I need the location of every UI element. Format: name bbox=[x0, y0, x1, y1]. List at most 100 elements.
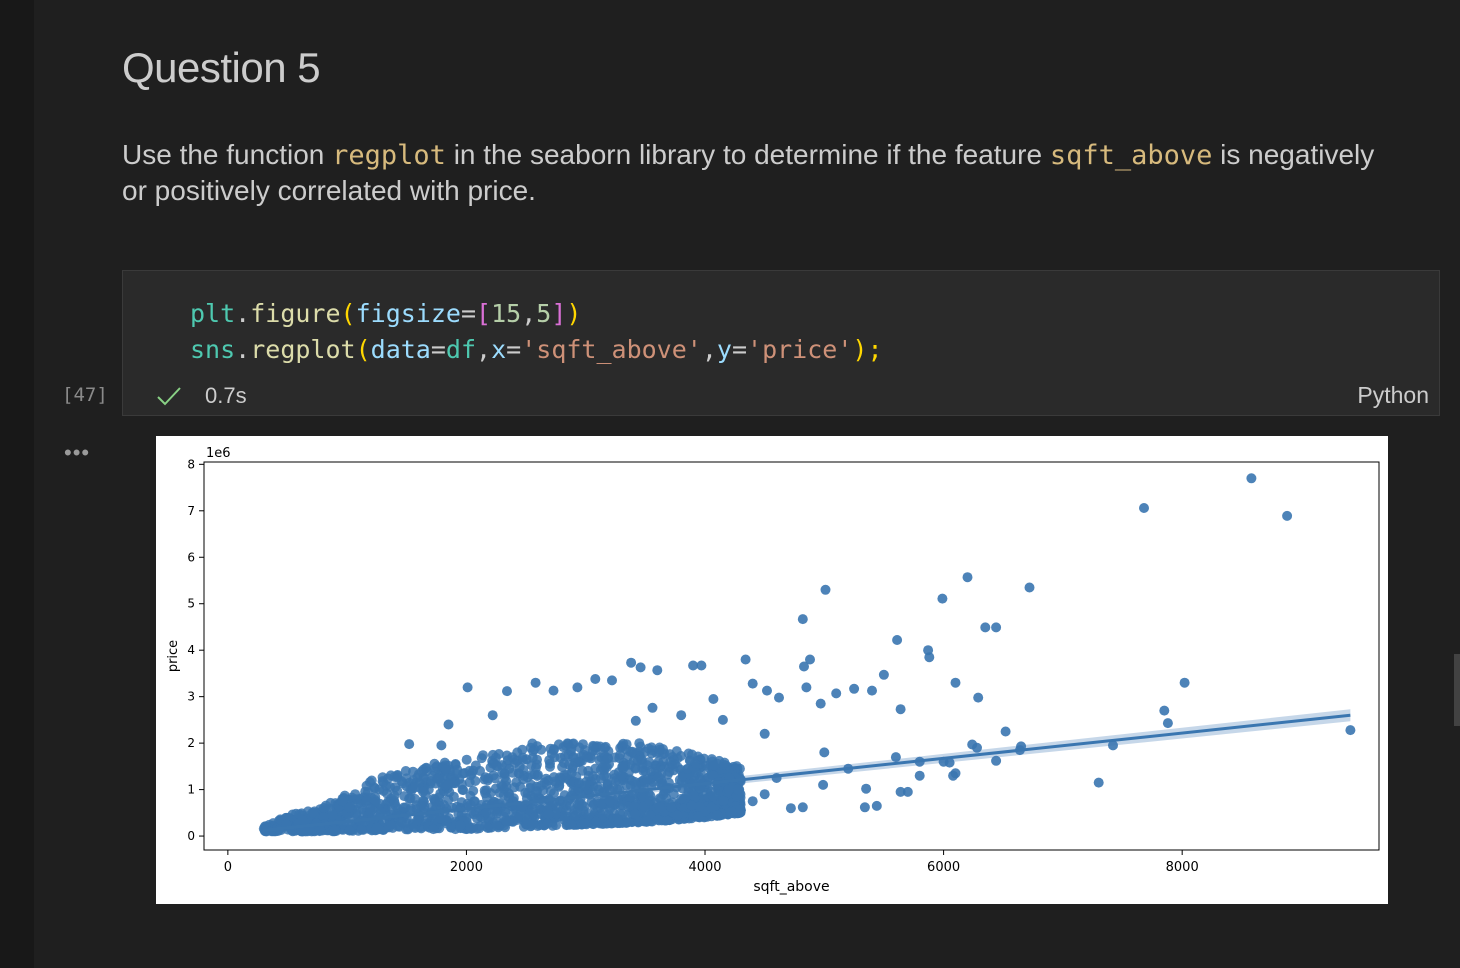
scatter-point bbox=[600, 741, 611, 752]
code-cell[interactable]: plt.figure(figsize=[15,5]) sns.regplot(da… bbox=[122, 270, 1440, 416]
regplot-chart: 0 2000 4000 6000 8000 0 1 2 3 4 5 6 7 8 1e6 sqft_abov… bbox=[166, 446, 1380, 895]
scatter-point bbox=[503, 792, 514, 802]
scatter-point bbox=[452, 764, 463, 775]
scatter-point bbox=[1159, 705, 1170, 716]
x-tick-label: 4000 bbox=[688, 860, 721, 875]
scatter-point bbox=[626, 657, 637, 668]
scatter-point bbox=[604, 796, 615, 806]
scatter-point bbox=[950, 677, 961, 688]
scatter-point bbox=[652, 814, 663, 825]
scatter-point bbox=[805, 654, 815, 665]
scatter-point bbox=[583, 770, 594, 781]
scatter-point bbox=[859, 802, 870, 813]
scatter-point bbox=[732, 784, 743, 795]
scatter-point bbox=[369, 795, 380, 805]
scatter-point bbox=[457, 784, 468, 795]
scatter-point bbox=[1345, 725, 1356, 736]
scatter-point bbox=[991, 622, 1002, 633]
scatter-point bbox=[735, 804, 746, 815]
scatter-point bbox=[444, 787, 455, 798]
scatter-point bbox=[549, 788, 559, 799]
scatter-point bbox=[818, 779, 829, 790]
regression-line bbox=[262, 713, 1351, 832]
scatter-point bbox=[590, 674, 601, 684]
scatter-point bbox=[688, 790, 699, 801]
scatter-point bbox=[867, 685, 877, 696]
scatter-points bbox=[404, 473, 1356, 814]
scatter-point bbox=[642, 774, 653, 785]
code-editor[interactable]: plt.figure(figsize=[15,5]) sns.regplot(da… bbox=[190, 296, 883, 368]
scatter-point bbox=[797, 802, 808, 813]
kernel-language-button[interactable]: Python bbox=[1357, 382, 1429, 408]
scatter-point bbox=[435, 813, 446, 824]
scatter-point bbox=[719, 757, 730, 768]
scatter-point bbox=[849, 683, 860, 694]
scatter-point bbox=[433, 773, 443, 784]
scatter-point bbox=[588, 740, 598, 751]
scatter-point bbox=[418, 786, 429, 797]
ellipsis-icon[interactable]: ••• bbox=[64, 440, 91, 465]
scatter-point bbox=[404, 739, 415, 750]
scatter-point bbox=[630, 715, 641, 726]
scatter-point bbox=[967, 739, 978, 750]
scatter-point bbox=[890, 752, 901, 763]
scatter-point bbox=[740, 654, 751, 665]
scatter-point bbox=[396, 817, 407, 828]
scatter-point bbox=[1139, 503, 1149, 513]
scatter-point bbox=[416, 766, 427, 777]
scatter-point bbox=[661, 815, 672, 826]
scatter-point bbox=[1024, 582, 1035, 593]
scatter-point bbox=[561, 805, 572, 816]
scatter-point bbox=[718, 795, 729, 806]
y-tick-label: 3 bbox=[187, 690, 195, 704]
y-tick-label: 1 bbox=[187, 783, 195, 797]
execution-status: 0.7s bbox=[155, 381, 247, 411]
scatter-point bbox=[481, 792, 492, 803]
scatter-point bbox=[630, 762, 641, 773]
scatter-point bbox=[672, 810, 683, 821]
scatter-point bbox=[514, 762, 525, 773]
scatter-point bbox=[695, 783, 706, 794]
scatter-point bbox=[502, 686, 512, 697]
scatter-point bbox=[1162, 718, 1173, 729]
scatter-point bbox=[365, 803, 376, 814]
scatter-point bbox=[647, 702, 658, 713]
scatter-point bbox=[382, 773, 393, 784]
scatter-point bbox=[799, 661, 809, 672]
scatter-point bbox=[613, 817, 624, 828]
scatter-point bbox=[577, 799, 587, 810]
scatter-point bbox=[861, 783, 872, 794]
scatter-point bbox=[527, 819, 538, 830]
scatter-point bbox=[361, 780, 372, 791]
markdown-paragraph: Use the function regplot in the seaborn … bbox=[122, 137, 1382, 208]
scatter-point bbox=[696, 660, 707, 671]
vertical-scrollbar-thumb[interactable] bbox=[1454, 654, 1460, 726]
scatter-point bbox=[476, 753, 487, 764]
scatter-point bbox=[667, 752, 678, 762]
y-tick-label: 4 bbox=[187, 643, 195, 657]
scatter-point bbox=[688, 660, 699, 671]
scatter-point bbox=[468, 785, 479, 796]
scatter-point bbox=[617, 761, 628, 772]
markdown-heading: Question 5 bbox=[122, 44, 321, 91]
scatter-point bbox=[561, 769, 572, 780]
paragraph-text: is negatively or positively correlated w… bbox=[122, 139, 1375, 206]
scatter-point bbox=[411, 815, 422, 826]
scatter-point bbox=[296, 826, 307, 837]
scatter-point bbox=[487, 710, 498, 721]
scatter-point bbox=[636, 754, 647, 765]
scatter-point bbox=[801, 682, 812, 693]
x-tick-label: 0 bbox=[224, 860, 232, 875]
scatter-point bbox=[461, 754, 472, 765]
x-tick-label: 2000 bbox=[450, 860, 483, 875]
scatter-point bbox=[762, 685, 772, 696]
scatter-point bbox=[1108, 740, 1118, 751]
scatter-point bbox=[543, 809, 554, 820]
scatter-point bbox=[980, 622, 991, 633]
editor-left-gutter bbox=[0, 0, 34, 968]
scatter-point bbox=[361, 795, 372, 806]
scatter-point bbox=[566, 819, 577, 830]
scatter-point bbox=[1000, 726, 1011, 737]
scatter-point bbox=[427, 801, 438, 812]
scatter-point bbox=[327, 810, 338, 821]
